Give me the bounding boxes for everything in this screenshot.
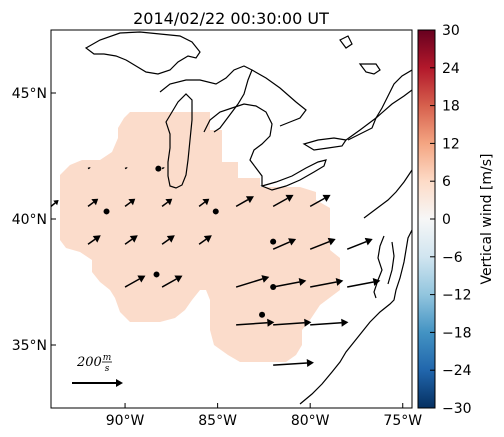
north-shore-outline [251, 69, 307, 127]
colorbar-tick-label: 30 [442, 23, 460, 39]
scale-arrow-unit-num: m [103, 353, 112, 363]
coastlines [84, 31, 412, 405]
wind-vector [272, 238, 297, 250]
station-site-dot [155, 165, 162, 172]
x-tick-label: 80°W [291, 413, 330, 429]
wind-vector [346, 237, 373, 250]
scale-arrow-head [116, 379, 123, 387]
x-tick-label: 90°W [106, 413, 145, 429]
lake-erie-outline [260, 159, 327, 191]
wind-vector [310, 318, 349, 327]
station-site-dot [212, 208, 219, 215]
scale-arrow-unit-den: s [105, 364, 110, 374]
station-site-dot [153, 271, 160, 278]
colorbar-tick-label: −12 [442, 288, 472, 304]
wind-vector [87, 235, 101, 245]
lake-michigan-outline [159, 65, 253, 189]
wind-vector [235, 196, 254, 208]
colorbar-tick-label: −24 [442, 363, 472, 379]
colorbar-tick-label: 24 [442, 61, 460, 77]
wind-vectors [51, 167, 381, 368]
station-sites [103, 165, 277, 318]
wind-vector [124, 275, 146, 288]
chart-title: 2014/02/22 00:30:00 UT [133, 9, 329, 28]
colorbar-tick-label: 0 [442, 212, 451, 228]
x-tick-label: 75°W [383, 413, 422, 429]
colorbar: 30 24 18 12 6 0 −6 −12 −18 −24 −30 Vertical wind [… [417, 23, 495, 417]
wind-vector [87, 167, 91, 170]
atlantic-coast [299, 69, 412, 405]
station-site-dot [103, 208, 110, 215]
lake-huron-outline [203, 103, 273, 186]
wind-vector [51, 200, 59, 207]
scale-arrow-label: 200 [76, 355, 102, 370]
station-site-dot [270, 238, 277, 245]
colorbar-tick-label: −6 [442, 250, 463, 266]
y-tick-label: 40°N [12, 212, 47, 228]
wind-vector [236, 318, 275, 327]
x-tick-label: 85°W [198, 413, 237, 429]
wind-vector [272, 194, 294, 208]
wind-vector [309, 237, 336, 250]
chesapeake-bay [373, 235, 395, 299]
x-axis: 90°W 85°W 80°W 75°W [106, 403, 422, 429]
coverage-region [60, 112, 340, 362]
colorbar-tick-label: 6 [442, 174, 451, 190]
wind-vector [198, 235, 212, 245]
wind-vector [161, 198, 173, 207]
station-site-dot [259, 311, 266, 318]
colorbar-tick-label: 18 [442, 99, 460, 115]
colorbar-tick-label: −18 [442, 325, 472, 341]
wind-vector [161, 235, 175, 245]
wind-vector [273, 278, 307, 288]
wind-vector [309, 194, 331, 208]
wind-vector [87, 198, 99, 207]
map-panel: 200 m s [50, 29, 413, 409]
wind-vector [161, 167, 165, 170]
wind-vector [124, 198, 136, 207]
wind-vector [273, 318, 312, 327]
y-tick-label: 45°N [12, 86, 47, 102]
wind-vector [124, 167, 128, 170]
scale-arrow: 200 m s [72, 353, 123, 387]
wind-vector [124, 235, 138, 245]
wind-vector [161, 275, 183, 288]
northeast-lakes [339, 35, 381, 75]
lake-ontario-outline [302, 89, 412, 151]
y-axis: 35°N 40°N 45°N [12, 86, 56, 354]
colorbar-ticks: 30 24 18 12 6 0 −6 −12 −18 −24 −30 [430, 23, 472, 417]
wind-vector [273, 359, 314, 368]
wind-vector [198, 198, 210, 207]
wind-vector [235, 275, 270, 288]
colorbar-tick-label: −30 [442, 401, 472, 417]
wind-vector [310, 278, 344, 288]
lake-superior-outline [84, 31, 201, 75]
y-tick-label: 35°N [12, 338, 47, 354]
colorbar-tick-label: 12 [442, 136, 460, 152]
wind-vector [347, 278, 381, 288]
colorbar-label: Vertical wind [m/s] [479, 154, 495, 285]
